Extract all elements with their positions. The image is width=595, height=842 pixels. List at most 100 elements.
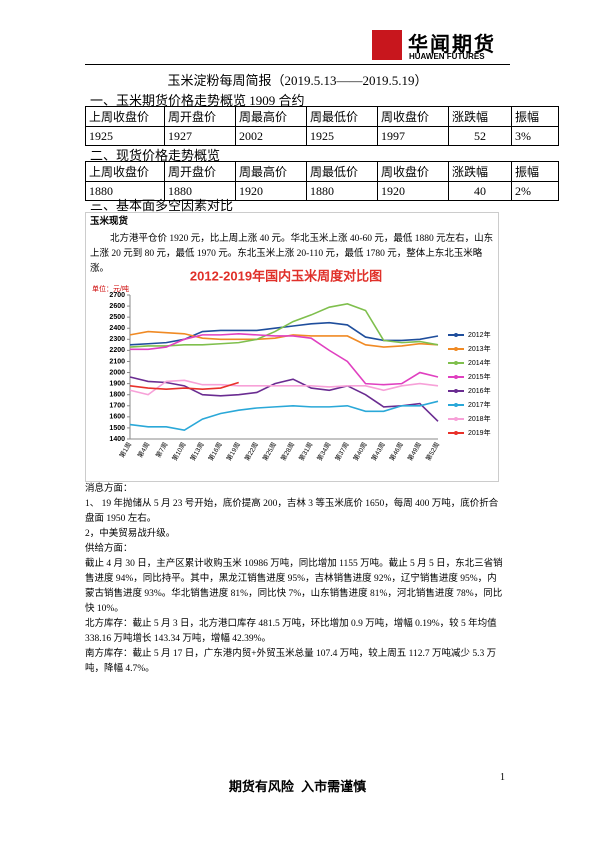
legend-marker [454,431,458,435]
page-number: 1 [500,772,505,783]
doc-title: 玉米淀粉每周简报（2019.5.13——2019.5.19） [167,73,428,88]
table-row: 上周收盘价 周开盘价 周最高价 周最低价 周收盘价 涨跌幅 振幅 [85,161,559,182]
x-tick-label: 第16周 [206,440,224,462]
header-cell: 周收盘价 [377,161,449,182]
x-tick-label: 第43周 [369,440,387,462]
header-cell: 周收盘价 [377,106,449,127]
data-cell: 1920 [235,181,307,201]
y-tick-label: 2700 [109,292,125,299]
paragraph: 供给方面： [85,544,133,554]
box-text: 北方港平仓价 1920 元，比上周上涨 40 元。华北玉米上涨 40-60 元，… [90,234,494,274]
header-cell: 振幅 [511,106,559,127]
logo-cn: 华闻期货 [408,34,496,56]
table-wrap: 上周收盘价 周开盘价 周最高价 周最低价 周收盘价 涨跌幅 振幅 1925 1927 2002 19… [85,106,559,146]
paragraph: 2，中美贸易战升级。 [85,529,176,539]
x-tick-label: 第1周 [117,440,133,459]
x-tick-label: 第25周 [260,440,278,462]
data-cell: 2% [511,181,559,201]
data-cell: 1997 [377,126,449,146]
legend-label: 2018年 [468,414,491,423]
header-cell: 上周收盘价 [85,161,165,182]
paragraph: 消息方面： [85,484,133,494]
paragraph: 南方库存：截止 5 月 17 日，广东港内贸+外贸玉米总量 107.4 万吨，较… [85,649,497,674]
section-heading: 三、基本面多空因素对比 [90,198,234,213]
data-cell: 2002 [235,126,307,146]
x-tick-label: 第40周 [351,440,369,462]
legend-label: 2014年 [468,358,491,367]
x-tick-label: 第7周 [153,440,169,459]
data-cell: 3% [511,126,559,146]
legend-marker [454,333,458,337]
series-line [129,376,439,422]
section-heading: 二、现货价格走势概览 [90,148,221,163]
chart-title: 2012-2019年国内玉米周度对比图 [190,268,382,283]
legend-marker [454,389,458,393]
paragraph: 北方库存：截止 5 月 3 日，北方港口库存 481.5 万吨，环比增加 0.9… [85,619,497,644]
legend-marker [454,361,458,365]
header-cell: 振幅 [511,161,559,182]
table-row: 1925 1927 2002 1925 1997 52 3% [85,126,559,146]
y-tick-label: 2600 [109,303,125,310]
legend-marker [454,417,458,421]
series-line [129,303,439,348]
legend-label: 2015年 [468,372,491,381]
data-cell: 40 [448,181,512,201]
x-tick-label: 第52周 [423,440,441,462]
x-tick-label: 第4周 [135,440,151,459]
header-cell: 周最高价 [235,106,307,127]
x-tick-label: 第13周 [188,440,206,462]
x-tick-label: 第28周 [278,440,296,462]
series-line [130,332,439,386]
legend-marker [454,375,458,379]
y-tick-label: 2100 [109,358,125,365]
y-tick-label: 2300 [109,336,125,343]
series-line [129,381,239,390]
y-tick-label: 1900 [109,380,125,387]
y-tick-label: 1800 [109,392,125,399]
legend-marker [454,347,458,351]
logo-en: HUAWEN FUTURES [409,52,485,61]
x-tick-label: 第37周 [333,440,351,462]
series-line [129,400,439,431]
paragraph: 截止 4 月 30 日，主产区累计收购玉米 10986 万吨，同比增加 1155… [85,559,503,614]
paragraphs: 消息方面： 1、 19 年抛储从 5 月 23 号开始，底价提高 200，吉林 3… [85,482,505,677]
section-heading: 一、玉米期货价格走势概览 1909 合约 [90,93,305,108]
spot-box: 玉米现货 北方港平仓价 1920 元，比上周上涨 40 元。华北玉米上涨 40-… [85,212,499,482]
legend-label: 2016年 [468,386,491,395]
y-tick-label: 2400 [109,325,125,332]
data-cell: 1880 [85,181,165,201]
y-tick-label: 2000 [109,369,125,376]
header-cell: 涨跌幅 [448,106,512,127]
legend-marker [454,403,458,407]
table-row: 1880 1880 1920 1880 1920 40 2% [85,181,559,201]
x-tick-label: 第31周 [296,440,314,462]
data-cell: 1920 [377,181,449,201]
logo-icon [372,30,402,60]
header-cell: 周开盘价 [164,161,236,182]
header-cell: 周最高价 [235,161,307,182]
header-rule [85,64,510,65]
legend-label: 2012年 [468,330,491,339]
y-tick-label: 1600 [109,414,125,421]
data-cell: 1880 [164,181,236,201]
header-cell: 周最低价 [306,106,378,127]
y-axis-label: 单位：元/吨 [92,284,129,293]
x-tick-label: 第10周 [170,440,188,462]
x-tick-label: 第19周 [224,440,242,462]
footer-text: 期货有风险 入市需谨慎 [228,779,367,794]
x-tick-label: 第34周 [315,440,333,462]
data-cell: 1925 [306,126,378,146]
data-table: 上周收盘价 周开盘价 周最高价 周最低价 周收盘价 涨跌幅 振幅 1880 1880 1920 18… [85,161,559,201]
y-tick-label: 1500 [109,425,125,432]
legend-label: 2019年 [468,428,491,437]
data-cell: 52 [448,126,512,146]
table-row: 上周收盘价 周开盘价 周最高价 周最低价 周收盘价 涨跌幅 振幅 [85,106,559,127]
data-cell: 1880 [306,181,378,201]
y-tick-label: 1400 [109,436,125,443]
header-cell: 周最低价 [306,161,378,182]
table-wrap: 上周收盘价 周开盘价 周最高价 周最低价 周收盘价 涨跌幅 振幅 1880 1880 1920 18… [85,161,559,201]
series-line [129,379,439,396]
y-tick-label: 1700 [109,403,125,410]
